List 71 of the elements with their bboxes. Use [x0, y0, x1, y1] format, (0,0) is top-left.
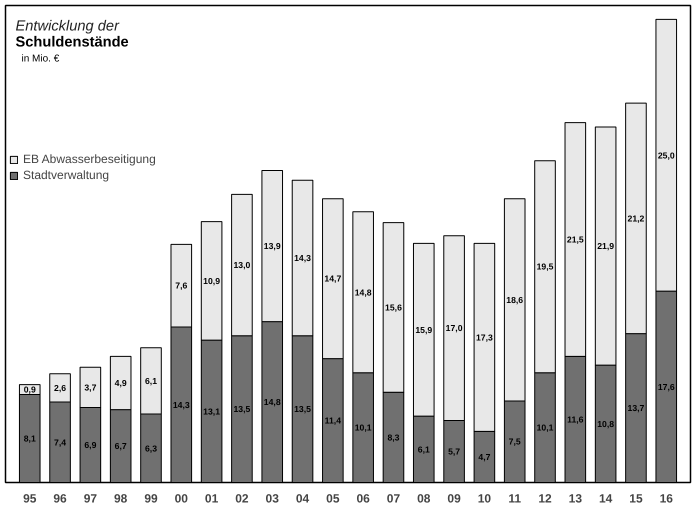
x-tick-label: 95 [23, 492, 37, 506]
data-label: 14,7 [324, 274, 342, 284]
data-label: 7,4 [54, 437, 66, 448]
data-label: 6,1 [418, 444, 430, 454]
x-tick-label: 98 [114, 492, 128, 506]
data-label: 15,6 [385, 302, 402, 312]
x-tick-label: 11 [508, 492, 522, 506]
legend-label: EB Abwasserbeseitigung [23, 152, 156, 166]
data-label: 0,9 [24, 384, 36, 395]
x-tick-label: 15 [629, 492, 643, 506]
x-tick-label: 02 [235, 492, 249, 506]
x-tick-label: 10 [478, 492, 492, 506]
data-label: 17,6 [658, 382, 675, 392]
data-label: 7,6 [175, 280, 188, 291]
data-label: 13,7 [628, 403, 645, 414]
data-label: 8,1 [24, 433, 36, 444]
data-label: 10,1 [536, 422, 554, 433]
legend-label: Stadtverwaltung [23, 168, 110, 182]
data-label: 13,1 [203, 406, 220, 416]
data-label: 3,7 [84, 382, 97, 392]
annotation: in Mio. € [22, 54, 60, 64]
data-label: 17,3 [476, 332, 494, 342]
data-label: 10,1 [354, 422, 372, 433]
data-label: 4,7 [478, 452, 491, 462]
data-label: 7,5 [508, 436, 521, 447]
data-label: 6,3 [144, 443, 158, 454]
data-label: 14,8 [354, 287, 372, 298]
data-label: 10,8 [597, 418, 614, 429]
x-tick-label: 00 [174, 492, 188, 506]
data-label: 6,7 [114, 441, 127, 452]
chart-title: Entwicklung der [16, 18, 120, 34]
data-label: 4,9 [114, 378, 127, 388]
data-label: 11,6 [567, 414, 584, 424]
x-tick-label: 13 [568, 492, 582, 506]
data-label: 13,5 [294, 404, 312, 414]
data-label: 21,2 [628, 213, 645, 224]
data-label: 5,7 [448, 446, 460, 457]
data-label: 13,9 [264, 241, 281, 252]
x-tick-label: 07 [386, 492, 400, 506]
data-label: 2,6 [54, 382, 66, 393]
data-label: 17,0 [446, 323, 463, 334]
data-label: 13,5 [233, 404, 251, 414]
data-label: 6,9 [84, 440, 97, 450]
x-tick-label: 05 [326, 492, 340, 506]
x-tick-label: 14 [598, 492, 613, 506]
x-tick-label: 04 [296, 492, 310, 506]
data-label: 6,1 [144, 376, 158, 386]
x-tick-label: 16 [660, 492, 674, 506]
x-tick-label: 96 [53, 492, 68, 506]
data-label: 10,9 [203, 276, 220, 286]
x-tick-label: 08 [417, 492, 431, 506]
data-label: 8,3 [387, 432, 400, 442]
data-label: 18,6 [506, 294, 524, 305]
x-tick-label: 03 [266, 492, 280, 506]
data-label: 14,3 [172, 400, 190, 410]
x-tick-label: 99 [144, 492, 158, 506]
x-tick-label: 06 [356, 492, 370, 506]
data-label: 13,0 [233, 260, 251, 270]
x-tick-label: 01 [204, 492, 219, 506]
data-label: 21,9 [597, 241, 614, 252]
x-tick-label: 97 [84, 492, 98, 506]
data-label: 15,9 [415, 324, 432, 335]
data-label: 25,0 [658, 150, 675, 160]
data-label: 14,8 [264, 397, 281, 408]
data-label: 21,5 [566, 234, 584, 245]
data-label: 14,3 [294, 253, 312, 264]
data-label: 11,4 [324, 416, 342, 426]
x-tick-label: 09 [447, 492, 462, 506]
data-label: 19,5 [536, 262, 554, 272]
text: Schuldenstände [16, 34, 129, 50]
x-tick-label: 12 [538, 492, 552, 506]
